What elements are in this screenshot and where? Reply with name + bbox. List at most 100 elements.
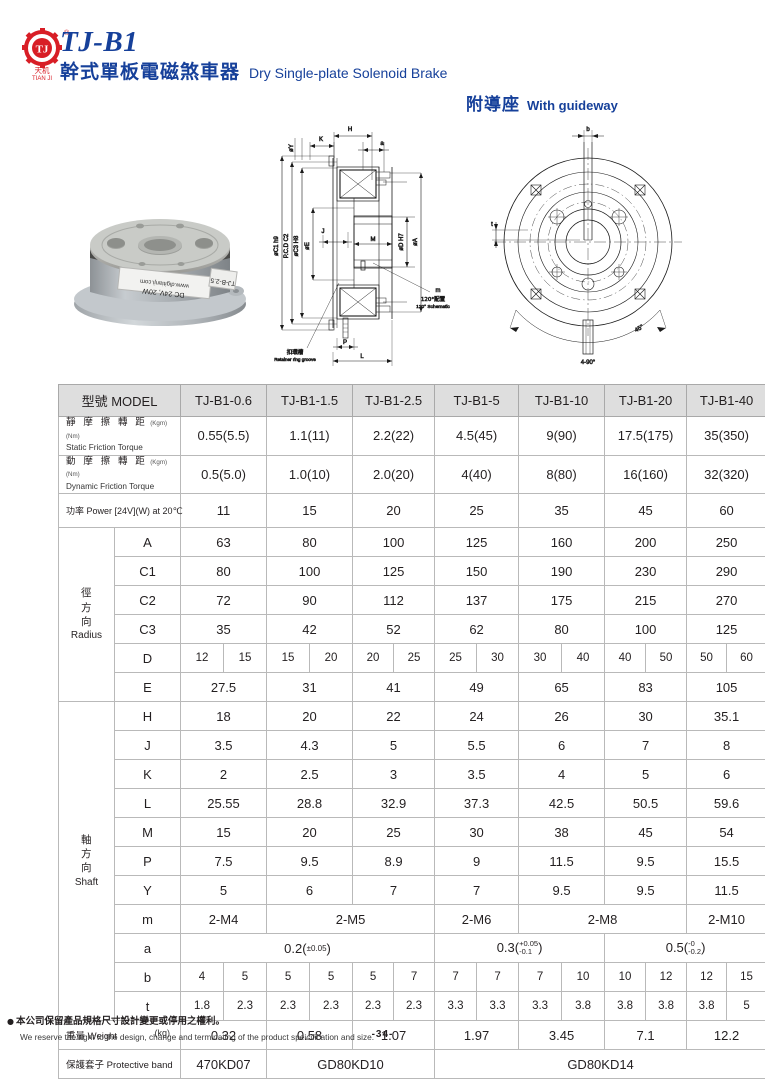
- col-header-0: TJ-B1-0.6: [181, 385, 267, 417]
- cell-C1-4: 190: [519, 557, 605, 586]
- cell-C3-1: 42: [267, 615, 353, 644]
- cell-Y-6: 11.5: [687, 876, 765, 905]
- cell-b-0: 4: [181, 963, 224, 992]
- dim-label-m-row: m: [115, 905, 181, 934]
- cell-P-3: 9: [435, 847, 519, 876]
- product-photo: www.digitianji.com DC 24V, 20W TJ-B-2.5: [60, 196, 260, 346]
- cell-C2-0: 72: [181, 586, 267, 615]
- guideway-cn: 附導座: [466, 97, 520, 114]
- dim-label-K-row: K: [115, 760, 181, 789]
- dim-label-t: t: [491, 222, 493, 228]
- cell-K-5: 5: [605, 760, 687, 789]
- dim-label-H-row: H: [115, 702, 181, 731]
- cell-A-6: 250: [687, 528, 765, 557]
- cell-b-5: 7: [394, 963, 435, 992]
- table-row-dynamic-torque: 動 摩 擦 轉 距(Kgm)(Nm) Dynamic Friction Torq…: [59, 455, 765, 494]
- dim-label-H: H: [348, 127, 352, 133]
- cell-D-12: 50: [687, 644, 727, 673]
- cell-M-6: 54: [687, 818, 765, 847]
- subtitle-cn: 幹式單板電磁煞車器: [60, 63, 240, 82]
- cell-E-3: 49: [435, 673, 519, 702]
- cell-P-6: 15.5: [687, 847, 765, 876]
- dim-label-J-row: J: [115, 731, 181, 760]
- cell-a-0: 0.2(±0.05): [181, 934, 435, 963]
- cell-b-11: 12: [646, 963, 687, 992]
- table-row-Y: Y 5 6 7 7 9.5 9.5 11.5: [59, 876, 765, 905]
- cell-D-11: 50: [646, 644, 687, 673]
- cell-C3-3: 62: [435, 615, 519, 644]
- cell-M-0: 15: [181, 818, 267, 847]
- cell-m-0: 2-M4: [181, 905, 267, 934]
- shaft-cn-1: 軸: [59, 833, 114, 847]
- cell-a-0-tol: ±0.05: [307, 945, 327, 953]
- cell-C1-0: 80: [181, 557, 267, 586]
- dim-label-a: a: [380, 141, 384, 147]
- cell-K-0: 2: [181, 760, 267, 789]
- cell-P-2: 8.9: [353, 847, 435, 876]
- cell-H-2: 22: [353, 702, 435, 731]
- table-row-L: L 25.55 28.8 32.9 37.3 42.5 50.5 59.6: [59, 789, 765, 818]
- cell-J-1: 4.3: [267, 731, 353, 760]
- model-head-en: MODEL: [111, 394, 157, 409]
- cell-E-4: 65: [519, 673, 605, 702]
- dim-label-oD: øD H7: [399, 233, 405, 251]
- cell-J-3: 5.5: [435, 731, 519, 760]
- dim-label-b: b: [586, 127, 590, 133]
- dim-label-M: M: [371, 237, 376, 243]
- power-cn: 功率: [66, 507, 84, 517]
- cell-a-1-base: 0.3(: [497, 940, 519, 955]
- cell-D-7: 30: [477, 644, 519, 673]
- cell-M-1: 20: [267, 818, 353, 847]
- cell-a-2-tol-lo: -0.2: [688, 948, 701, 956]
- dim-label-J: J: [322, 229, 325, 235]
- guideway-en: With guideway: [527, 99, 618, 112]
- dim-label-oE: øE: [305, 242, 311, 250]
- col-header-3: TJ-B1-5: [435, 385, 519, 417]
- group-label-radius: 徑 方 向 Radius: [59, 528, 115, 702]
- footer-note-cn: ●本公司保留產品規格尺寸設計變更或停用之權利。: [7, 1016, 757, 1027]
- cell-C3-5: 100: [605, 615, 687, 644]
- dim-label-m: m: [436, 288, 441, 294]
- page-header: TJ ® 天机 TIAN JI TJ-B1 幹式單板電磁煞車器 Dry Sing…: [0, 0, 765, 118]
- radius-cn-2: 方: [59, 601, 114, 615]
- cell-a-2-close: ): [701, 940, 705, 955]
- cell-C3-4: 80: [519, 615, 605, 644]
- cell-L-4: 42.5: [519, 789, 605, 818]
- cell-D-5: 25: [394, 644, 435, 673]
- datasheet-page: TJ ® 天机 TIAN JI TJ-B1 幹式單板電磁煞車器 Dry Sing…: [0, 0, 765, 1054]
- cell-D-10: 40: [605, 644, 646, 673]
- cell-b-4: 5: [353, 963, 394, 992]
- cell-J-5: 7: [605, 731, 687, 760]
- dim-label-b-row: b: [115, 963, 181, 992]
- cell-a-1-close: ): [538, 940, 542, 955]
- cell-C3-0: 35: [181, 615, 267, 644]
- cell-a-2-base: 0.5(: [666, 940, 688, 955]
- col-header-2: TJ-B1-2.5: [353, 385, 435, 417]
- guideway-label: 附導座 With guideway: [466, 97, 618, 114]
- row-label-static-torque: 靜 摩 擦 轉 距(Kgm)(Nm) Static Friction Torqu…: [59, 417, 181, 456]
- cell-D-1: 15: [224, 644, 267, 673]
- table-row-M: M 15 20 25 30 38 45 54: [59, 818, 765, 847]
- cell-m-3: 2-M8: [519, 905, 687, 934]
- cell-A-4: 160: [519, 528, 605, 557]
- cell-D-0: 12: [181, 644, 224, 673]
- cell-L-2: 32.9: [353, 789, 435, 818]
- dim-label-oC1: øC1 h9: [274, 236, 280, 256]
- cell-b-1: 5: [224, 963, 267, 992]
- radius-cn-1: 徑: [59, 586, 114, 600]
- table-row-m: m 2-M4 2-M5 2-M6 2-M8 2-M10: [59, 905, 765, 934]
- cell-b-3: 5: [310, 963, 353, 992]
- cell-Y-4: 9.5: [519, 876, 605, 905]
- cell-H-3: 24: [435, 702, 519, 731]
- cell-A-3: 125: [435, 528, 519, 557]
- cell-A-5: 200: [605, 528, 687, 557]
- cell-m-1: 2-M5: [267, 905, 435, 934]
- cell-C1-3: 150: [435, 557, 519, 586]
- cell-D-6: 25: [435, 644, 477, 673]
- dynamic-torque-en: Dynamic Friction Torque: [66, 482, 154, 491]
- table-row-A: 徑 方 向 Radius A 63 80 100 125 160 200 250: [59, 528, 765, 557]
- dim-label-Y-row: Y: [115, 876, 181, 905]
- cell-C1-1: 100: [267, 557, 353, 586]
- cell-Y-1: 6: [267, 876, 353, 905]
- cell-dynamic-2: 2.0(20): [353, 455, 435, 494]
